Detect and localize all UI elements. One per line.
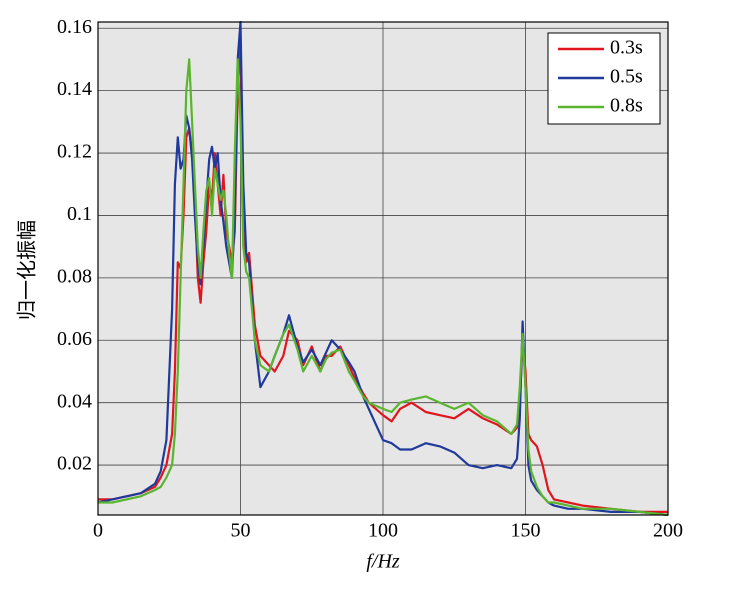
y-tick-label: 0.1 <box>67 203 92 225</box>
x-tick-label: 200 <box>653 520 683 542</box>
y-tick-label: 0.04 <box>57 390 92 412</box>
x-tick-label: 150 <box>511 520 541 542</box>
y-tick-label: 0.06 <box>57 328 92 350</box>
legend-label: 0.3s <box>610 37 643 59</box>
y-tick-label: 0.14 <box>57 78 92 100</box>
x-axis-label: f/Hz <box>366 551 400 573</box>
legend-label: 0.5s <box>610 66 643 88</box>
x-tick-label: 50 <box>231 520 251 542</box>
y-axis-label: 归一化振幅 <box>15 220 39 320</box>
plot-frame <box>97 21 669 516</box>
y-tick-label: 0.16 <box>57 16 92 38</box>
legend-label: 0.8s <box>610 95 643 117</box>
data-line <box>98 58 669 517</box>
y-tick-label: 0.12 <box>57 141 92 163</box>
x-tick-label: 0 <box>93 520 103 542</box>
y-tick-label: 0.02 <box>57 453 92 475</box>
y-tick-label: 0.08 <box>57 265 92 287</box>
x-tick-label: 100 <box>368 520 398 542</box>
